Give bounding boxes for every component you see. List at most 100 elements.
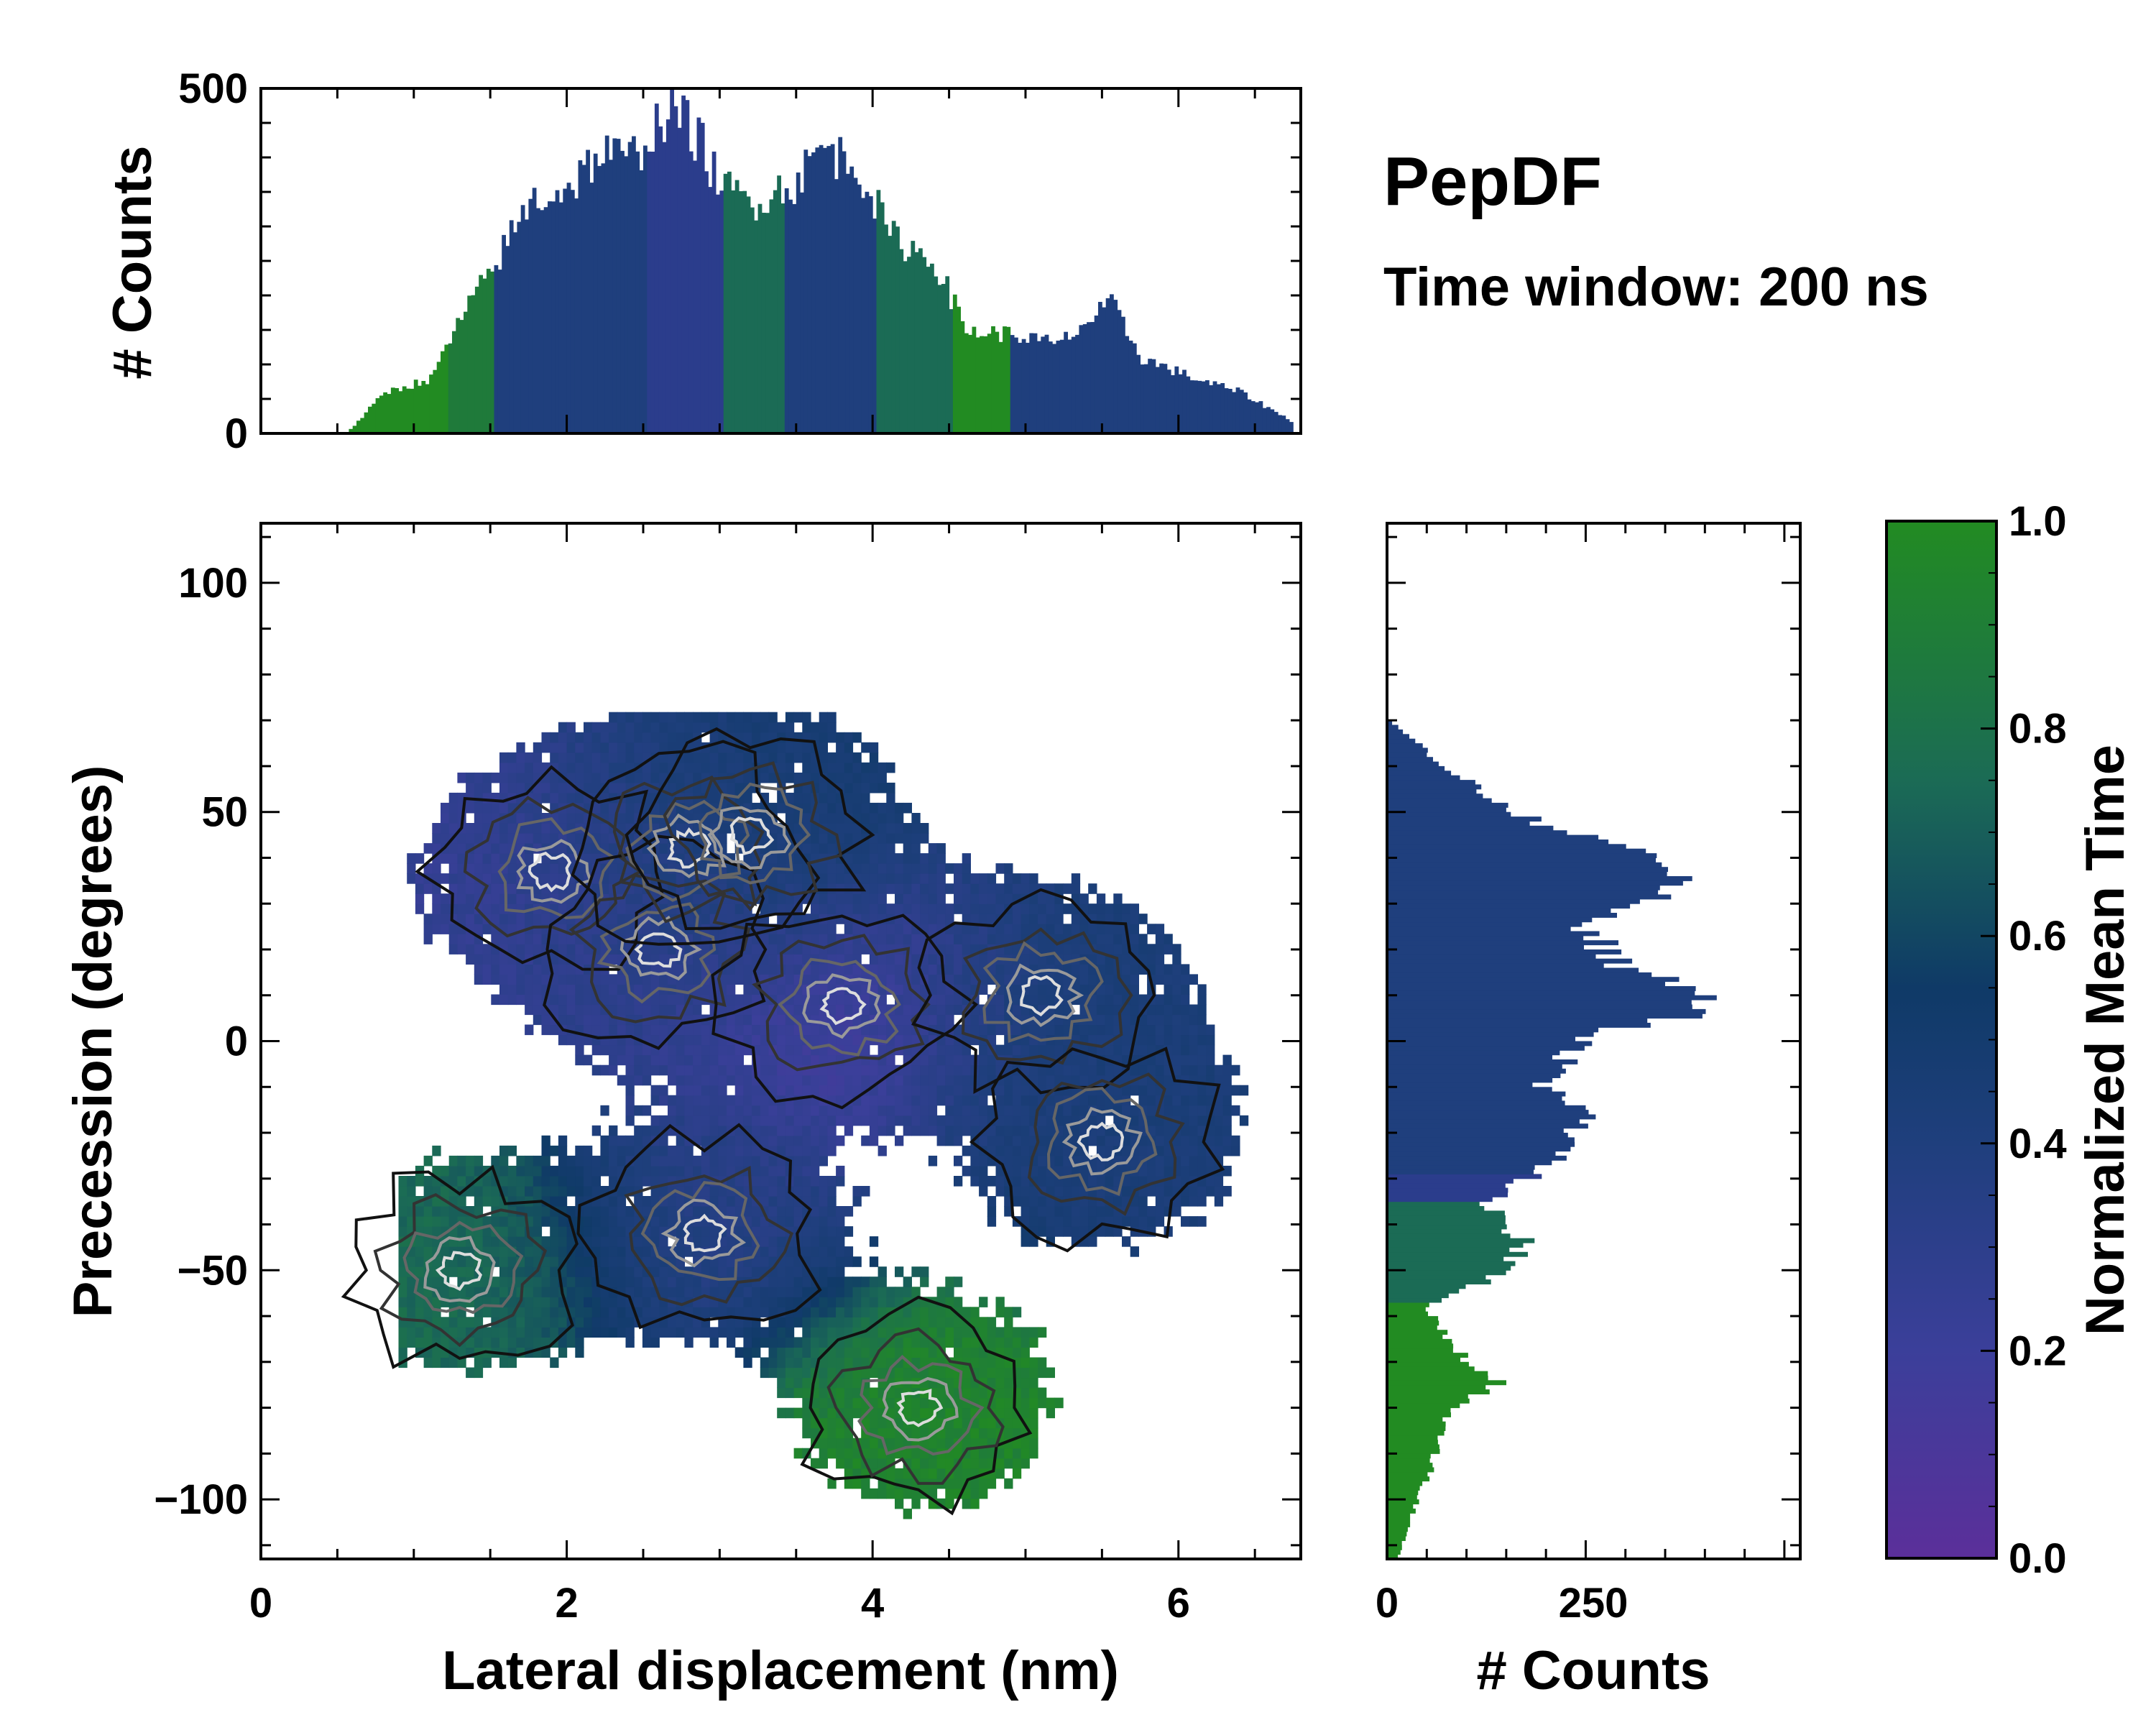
- heatmap-cell: [609, 1024, 618, 1036]
- heatmap-cell: [970, 1165, 980, 1177]
- heatmap-cell: [954, 893, 963, 904]
- heatmap-cell: [491, 1196, 500, 1207]
- heatmap-cell: [525, 833, 534, 844]
- heatmap-cell: [1197, 1165, 1207, 1177]
- heatmap-cell: [811, 1054, 820, 1066]
- heatmap-cell: [684, 1105, 694, 1116]
- heatmap-cell: [1105, 1176, 1114, 1187]
- top-histogram-bar: [895, 226, 900, 433]
- heatmap-cell: [659, 1004, 668, 1016]
- heatmap-cell: [625, 903, 635, 914]
- heatmap-cell: [734, 903, 744, 914]
- heatmap-cell: [507, 914, 517, 924]
- heatmap-cell: [979, 1367, 988, 1379]
- heatmap-cell: [760, 1256, 770, 1267]
- heatmap-cell: [482, 924, 492, 934]
- heatmap-cell: [1164, 1095, 1173, 1106]
- heatmap-cell: [945, 1135, 954, 1146]
- top-histogram-bar: [479, 275, 483, 433]
- heatmap-cell: [718, 752, 727, 763]
- heatmap-cell: [1054, 1216, 1064, 1227]
- heatmap-cell: [1038, 1206, 1047, 1217]
- heatmap-cell: [466, 823, 475, 834]
- heatmap-cell: [995, 1468, 1005, 1479]
- heatmap-cell: [861, 1024, 870, 1036]
- heatmap-cell: [886, 802, 895, 814]
- top-histogram-bar: [784, 188, 789, 433]
- heatmap-cell: [945, 1337, 954, 1348]
- heatmap-cell: [634, 792, 643, 804]
- heatmap-cell: [727, 1307, 736, 1317]
- heatmap-cell: [827, 1064, 837, 1076]
- heatmap-cell: [743, 994, 752, 1006]
- heatmap-cell: [499, 1165, 509, 1177]
- heatmap-cell: [752, 1337, 761, 1348]
- heatmap-cell: [1021, 1085, 1030, 1096]
- heatmap-cell: [886, 1427, 895, 1439]
- heatmap-cell: [903, 1004, 912, 1016]
- heatmap-cell: [550, 1307, 559, 1317]
- heatmap-cell: [617, 1004, 627, 1016]
- heatmap-cell: [861, 853, 870, 864]
- heatmap-cell: [827, 873, 837, 884]
- heatmap-cell: [886, 762, 895, 773]
- heatmap-cell: [811, 1135, 820, 1146]
- heatmap-cell: [693, 772, 702, 783]
- heatmap-cell: [911, 853, 921, 864]
- heatmap-cell: [844, 782, 854, 794]
- heatmap-cell: [457, 1266, 466, 1277]
- heatmap-cell: [1079, 1024, 1089, 1036]
- heatmap-cell: [642, 984, 652, 995]
- heatmap-cell: [718, 1266, 727, 1277]
- heatmap-cell: [566, 934, 576, 944]
- heatmap-cell: [584, 954, 593, 965]
- heatmap-cell: [928, 1468, 938, 1479]
- heatmap-cell: [920, 1125, 929, 1136]
- top-histogram-bar: [1155, 367, 1160, 433]
- heatmap-cell: [617, 1317, 627, 1328]
- heatmap-cell: [819, 1216, 828, 1227]
- heatmap-cell: [945, 1004, 954, 1016]
- heatmap-cell: [441, 833, 450, 844]
- heatmap-cell: [642, 1206, 652, 1217]
- heatmap-cell: [1113, 984, 1123, 995]
- heatmap-cell: [811, 1145, 820, 1156]
- top-histogram-bar: [612, 138, 617, 433]
- heatmap-cell: [491, 802, 500, 814]
- heatmap-cell: [701, 1054, 711, 1066]
- top-histogram-bar: [604, 135, 609, 433]
- heatmap-cell: [642, 762, 652, 773]
- heatmap-cell: [600, 1206, 609, 1217]
- heatmap-cell: [785, 1135, 795, 1146]
- heatmap-cell: [945, 1085, 954, 1096]
- heatmap-cell: [979, 914, 988, 924]
- heatmap-cell: [819, 1276, 828, 1287]
- heatmap-cell: [474, 1165, 484, 1177]
- heatmap-cell: [852, 1387, 862, 1399]
- heatmap-cell: [441, 1246, 450, 1257]
- heatmap-cell: [701, 903, 711, 914]
- heatmap-cell: [533, 762, 543, 773]
- heatmap-cell: [701, 752, 711, 763]
- heatmap-cell: [1046, 1095, 1055, 1106]
- heatmap-cell: [852, 1276, 862, 1287]
- heatmap-cell: [1096, 1125, 1106, 1136]
- heatmap-cell: [785, 742, 795, 753]
- heatmap-cell: [457, 1155, 466, 1167]
- heatmap-cell: [516, 1236, 525, 1247]
- heatmap-cell: [525, 1186, 534, 1197]
- heatmap-cell: [609, 994, 618, 1006]
- heatmap-cell: [709, 1307, 719, 1317]
- heatmap-cell: [474, 1317, 484, 1328]
- heatmap-cell: [1155, 954, 1165, 965]
- heatmap-cell: [499, 1226, 509, 1237]
- heatmap-cell: [466, 954, 475, 965]
- heatmap-cell: [609, 1266, 618, 1277]
- heatmap-cell: [954, 1417, 963, 1429]
- heatmap-cell: [591, 934, 601, 944]
- heatmap-cell: [954, 964, 963, 975]
- heatmap-cell: [1113, 1064, 1123, 1076]
- heatmap-cell: [1214, 1064, 1224, 1076]
- heatmap-cell: [979, 1095, 988, 1106]
- heatmap-cell: [727, 1155, 736, 1167]
